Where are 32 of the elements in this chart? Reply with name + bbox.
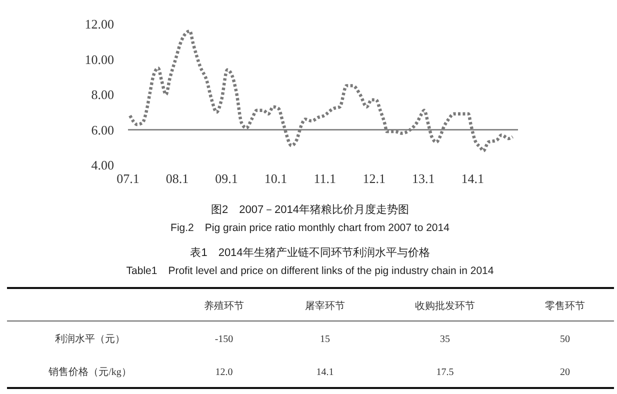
text: Table1 Profit level and price on different links of the pig industry chain in 2014 — [126, 265, 494, 277]
category-label: 收购批发环节 — [415, 300, 475, 312]
text: 35 — [440, 334, 450, 345]
category-label: 零售环节 — [545, 300, 585, 312]
x-tick-label: 08.1 — [166, 171, 189, 186]
category-label: 屠宰环节 — [305, 300, 345, 312]
text: 15 — [320, 334, 330, 345]
text: 14.1 — [316, 367, 334, 378]
x-tick-label: 09.1 — [215, 171, 238, 186]
text: 50 — [560, 334, 570, 345]
y-tick-label: 4.00 — [91, 158, 114, 173]
category-label: 利润水平（元） — [55, 334, 125, 345]
x-tick-label: 13.1 — [412, 171, 435, 186]
x-tick-label: 07.1 — [116, 171, 140, 186]
text: 表1 2014年生猪产业链不同环节利润水平与价格 — [190, 246, 430, 259]
y-tick-label: 6.00 — [91, 122, 114, 138]
text: 20 — [560, 367, 570, 378]
text: -150 — [214, 334, 234, 345]
category-label: 养殖环节 — [204, 300, 244, 312]
text: 17.5 — [436, 367, 454, 378]
y-tick-label: 10.00 — [84, 52, 114, 67]
category-label: 销售价格（元/kg） — [48, 367, 132, 378]
y-tick-label: 12.00 — [84, 16, 114, 32]
line-series — [128, 29, 514, 152]
y-tick-label: 8.00 — [91, 87, 114, 102]
x-tick-label: 11.1 — [314, 171, 336, 186]
text: 12.0 — [215, 367, 233, 378]
text: 图2 2007－2014年猪粮比价月度走势图 — [210, 203, 410, 216]
x-tick-label: 12.1 — [362, 171, 386, 186]
x-tick-label: 14.1 — [461, 171, 484, 186]
text: Fig.2 Pig grain price ratio monthly chart from 2007 to 2014 — [170, 222, 450, 234]
x-tick-label: 10.1 — [264, 171, 288, 186]
